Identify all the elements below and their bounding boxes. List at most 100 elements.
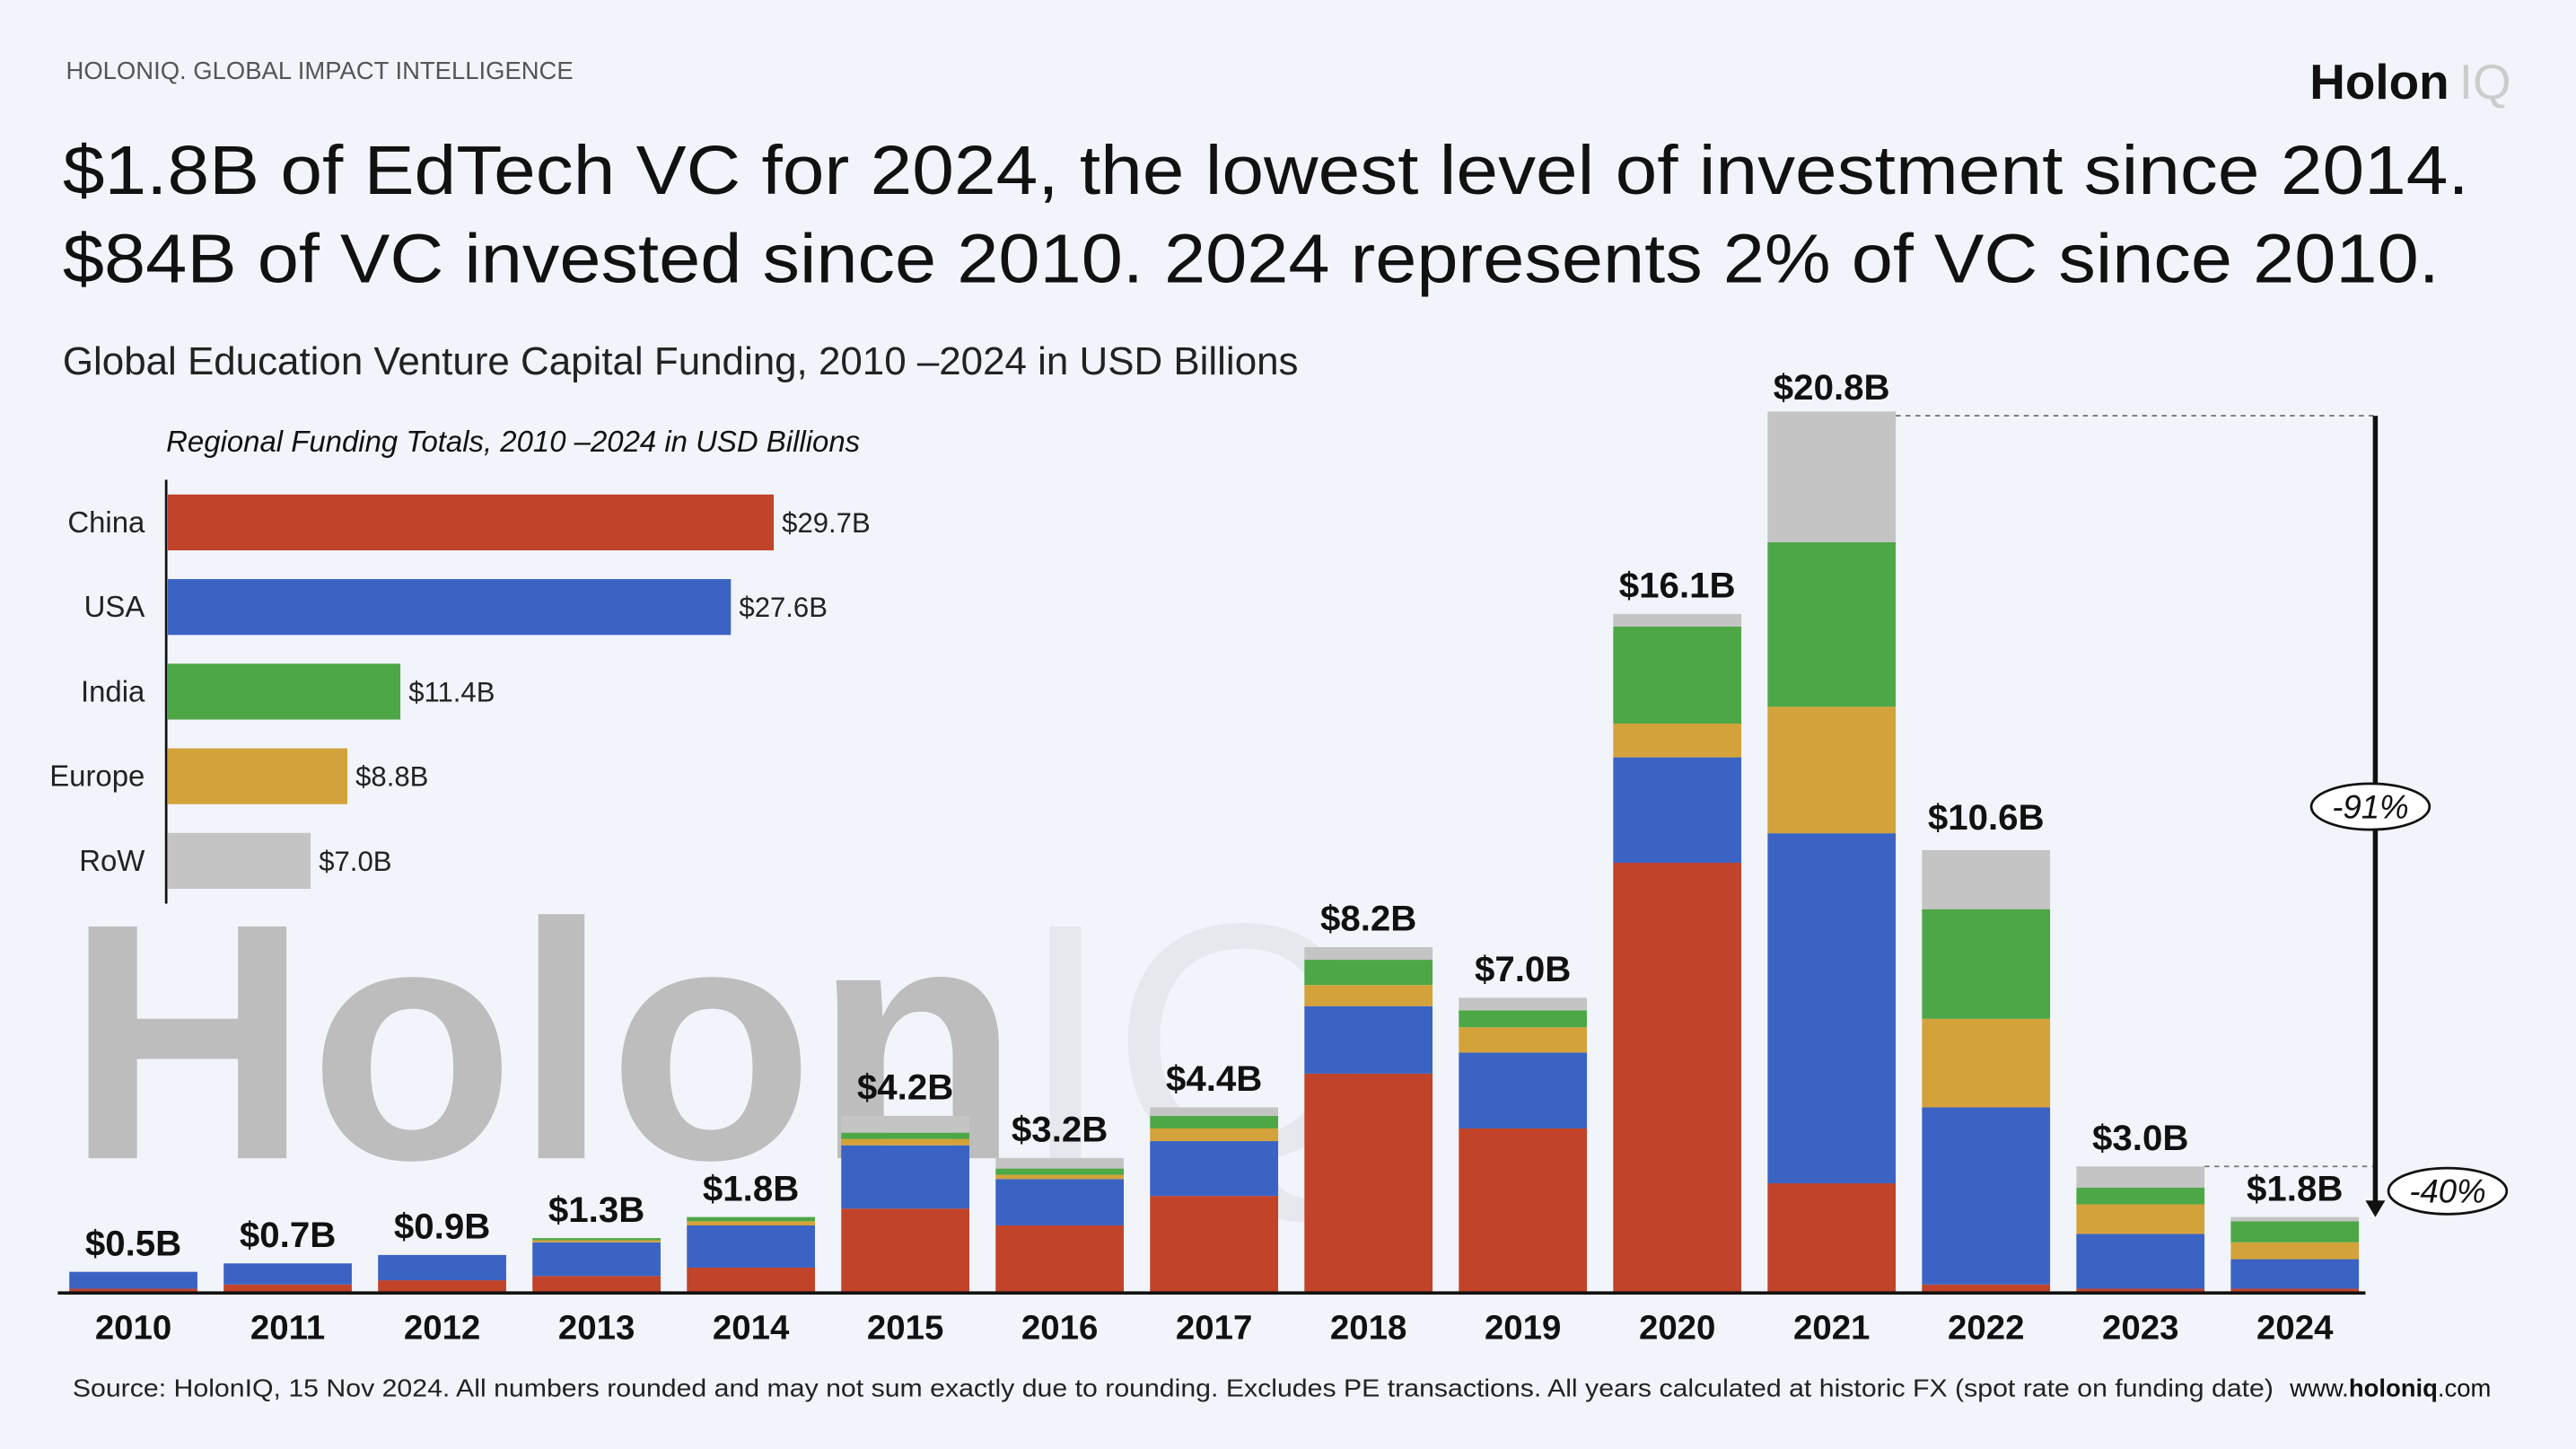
bar <box>167 832 311 889</box>
total-label: $3.0B <box>2092 1118 2188 1158</box>
bar-segment <box>1767 707 1897 834</box>
total-label: $1.8B <box>2247 1168 2343 1208</box>
x-tick-label: 2016 <box>1021 1308 1098 1347</box>
bar-segment <box>532 1276 661 1294</box>
bar-segment <box>995 1225 1125 1294</box>
bar-segment <box>69 1288 197 1294</box>
bar-segment <box>1613 757 1742 864</box>
bar-segment <box>1150 1128 1279 1142</box>
bar-segment <box>995 1174 1125 1180</box>
bar-segment <box>1459 1027 1588 1053</box>
value-label: $7.0B <box>319 846 391 877</box>
bar-segment <box>1613 863 1742 1294</box>
total-label: $1.3B <box>548 1190 644 1230</box>
arrow-head <box>2365 1200 2386 1217</box>
bar-segment <box>1304 985 1433 1006</box>
website-part: www. <box>2289 1374 2349 1401</box>
x-tick-label: 2022 <box>1948 1308 2024 1347</box>
bar-segment <box>1613 724 1742 758</box>
chart-title: Global Education Venture Capital Funding… <box>63 339 1299 383</box>
bar-segment <box>841 1115 969 1133</box>
bar-segment <box>2230 1288 2360 1294</box>
total-label: $4.2B <box>857 1067 953 1108</box>
bar-segment <box>995 1157 1125 1169</box>
bar <box>167 748 347 804</box>
x-tick-label: 2015 <box>867 1308 943 1347</box>
bar-segment <box>1304 946 1433 961</box>
bar-segment <box>1304 1006 1433 1074</box>
bar <box>167 494 775 551</box>
x-tick-label: 2021 <box>1793 1308 1870 1347</box>
bar-segment <box>841 1208 969 1294</box>
bar-segment <box>1150 1196 1279 1294</box>
total-label: $0.7B <box>240 1215 336 1255</box>
logo-main: Holon <box>2309 54 2449 110</box>
x-tick-label: 2013 <box>558 1308 635 1347</box>
x-tick-label: 2023 <box>2102 1308 2178 1347</box>
bar-segment <box>69 1271 197 1289</box>
bar <box>167 663 401 720</box>
bar-segment <box>223 1284 352 1294</box>
bar-segment <box>532 1242 661 1277</box>
total-label: $10.6B <box>1928 797 2045 838</box>
bar-segment <box>1767 542 1897 707</box>
x-tick-label: 2018 <box>1330 1308 1406 1347</box>
annotation: -91% <box>2332 788 2408 825</box>
bar-segment <box>2230 1242 2360 1260</box>
y-tick-label: USA <box>84 590 145 623</box>
header: HOLONIQ. GLOBAL IMPACT INTELLIGENCE <box>66 57 574 84</box>
x-tick-label: 2011 <box>250 1308 325 1347</box>
bar-segment <box>1767 1183 1897 1294</box>
total-label: $3.2B <box>1012 1110 1108 1150</box>
value-label: $11.4B <box>408 676 495 707</box>
bar-segment <box>2076 1234 2205 1289</box>
bar-segment <box>1459 1010 1588 1028</box>
bar-segment <box>1922 1284 2051 1294</box>
annotation-oval <box>2387 1166 2509 1216</box>
bar-segment <box>995 1179 1125 1225</box>
bar-segment <box>378 1280 506 1294</box>
title-line: $84B of VC invested since 2010. 2024 rep… <box>63 221 2440 298</box>
website-part: holoniq <box>2349 1374 2438 1401</box>
bar-segment <box>1613 613 1742 627</box>
bar-segment <box>1459 997 1588 1011</box>
value-label: $8.8B <box>355 761 428 793</box>
x-tick-label: 2019 <box>1485 1308 1561 1347</box>
bar-segment <box>1459 1128 1588 1294</box>
bar-segment <box>687 1216 815 1222</box>
total-label: $1.8B <box>703 1168 799 1208</box>
total-label: $0.5B <box>85 1223 181 1263</box>
y-tick-label: RoW <box>79 844 145 877</box>
annotation-oval <box>2309 782 2431 831</box>
source: Source: HolonIQ, 15 Nov 2024. All number… <box>73 1374 2274 1401</box>
bar-segment <box>1613 626 1742 724</box>
value-label: $27.6B <box>739 592 828 623</box>
y-tick-label: Europe <box>49 760 145 793</box>
bar-segment <box>1922 1018 2051 1108</box>
bar-segment <box>2076 1187 2205 1205</box>
bar-segment <box>1150 1115 1279 1128</box>
bar-segment <box>2076 1204 2205 1234</box>
total-label: $16.1B <box>1619 566 1736 606</box>
website: www.holoniq.com <box>2289 1374 2491 1401</box>
value-label: $29.7B <box>782 507 871 539</box>
bar-segment <box>1922 909 2051 1019</box>
bar-segment <box>687 1267 815 1294</box>
bar-segment <box>995 1168 1125 1175</box>
bar-segment <box>687 1221 815 1225</box>
inset-title: Regional Funding Totals, 2010 –2024 in U… <box>166 425 860 458</box>
bar-segment <box>378 1254 506 1281</box>
bar-segment <box>841 1132 969 1139</box>
bar <box>167 579 732 636</box>
total-label: $4.4B <box>1166 1058 1262 1099</box>
website-part: .com <box>2438 1374 2491 1401</box>
bar-segment <box>1304 960 1433 986</box>
total-label: $0.9B <box>394 1207 490 1247</box>
bar-segment <box>1459 1052 1588 1128</box>
bar-segment <box>223 1263 352 1285</box>
logo-suffix: IQ <box>2459 54 2511 110</box>
bar-segment <box>2230 1216 2360 1222</box>
x-tick-label: 2020 <box>1639 1308 1715 1347</box>
bar-segment <box>1767 411 1897 543</box>
